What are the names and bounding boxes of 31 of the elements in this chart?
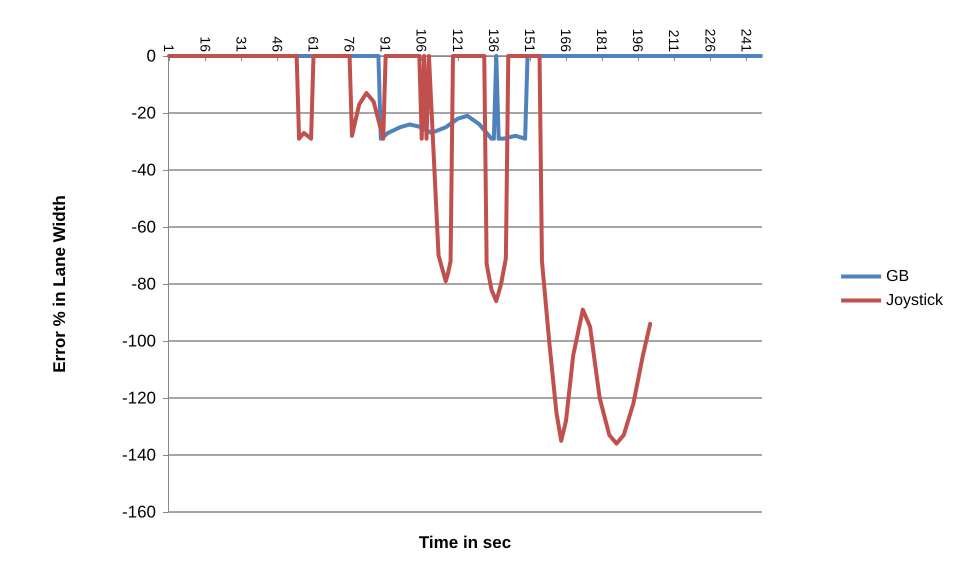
legend-label: Joystick [886, 292, 944, 309]
x-tick-label: 181 [594, 28, 610, 52]
y-tick-label: -40 [131, 160, 156, 180]
y-tick-label: -140 [122, 446, 156, 464]
x-tick-label: 1 [161, 44, 178, 52]
y-tick-label: -120 [122, 388, 156, 408]
x-tick-label: 61 [305, 36, 322, 52]
legend-label: GB [886, 268, 910, 285]
x-tick-label: 106 [414, 28, 430, 52]
x-tick-label: 166 [558, 28, 574, 52]
y-tick-label: -60 [131, 218, 156, 236]
x-tick-label: 76 [342, 36, 358, 52]
y-tick-label: -20 [131, 104, 156, 122]
y-tick-label: -80 [131, 274, 156, 294]
x-tick-label: 136 [486, 28, 502, 52]
x-tick-label: 16 [197, 36, 214, 52]
y-tick-label: -160 [122, 502, 156, 522]
x-tick-label: 241 [738, 28, 754, 52]
x-tick-label: 46 [269, 36, 286, 52]
x-tick-label: 31 [233, 36, 250, 52]
x-tick-label: 151 [522, 28, 538, 52]
y-axis-title: Error % in Lane Width [50, 195, 69, 373]
line-series [167, 54, 652, 446]
x-tick-label: 196 [630, 28, 646, 52]
x-axis-title: Time in sec [418, 533, 512, 552]
x-tick-label: 226 [702, 28, 718, 52]
x-tick-label: 91 [378, 36, 394, 52]
x-tick-label: 211 [666, 30, 682, 52]
x-tick-label: 121 [450, 28, 466, 52]
y-tick-label: 0 [146, 46, 156, 66]
y-tick-label: -100 [122, 332, 156, 350]
